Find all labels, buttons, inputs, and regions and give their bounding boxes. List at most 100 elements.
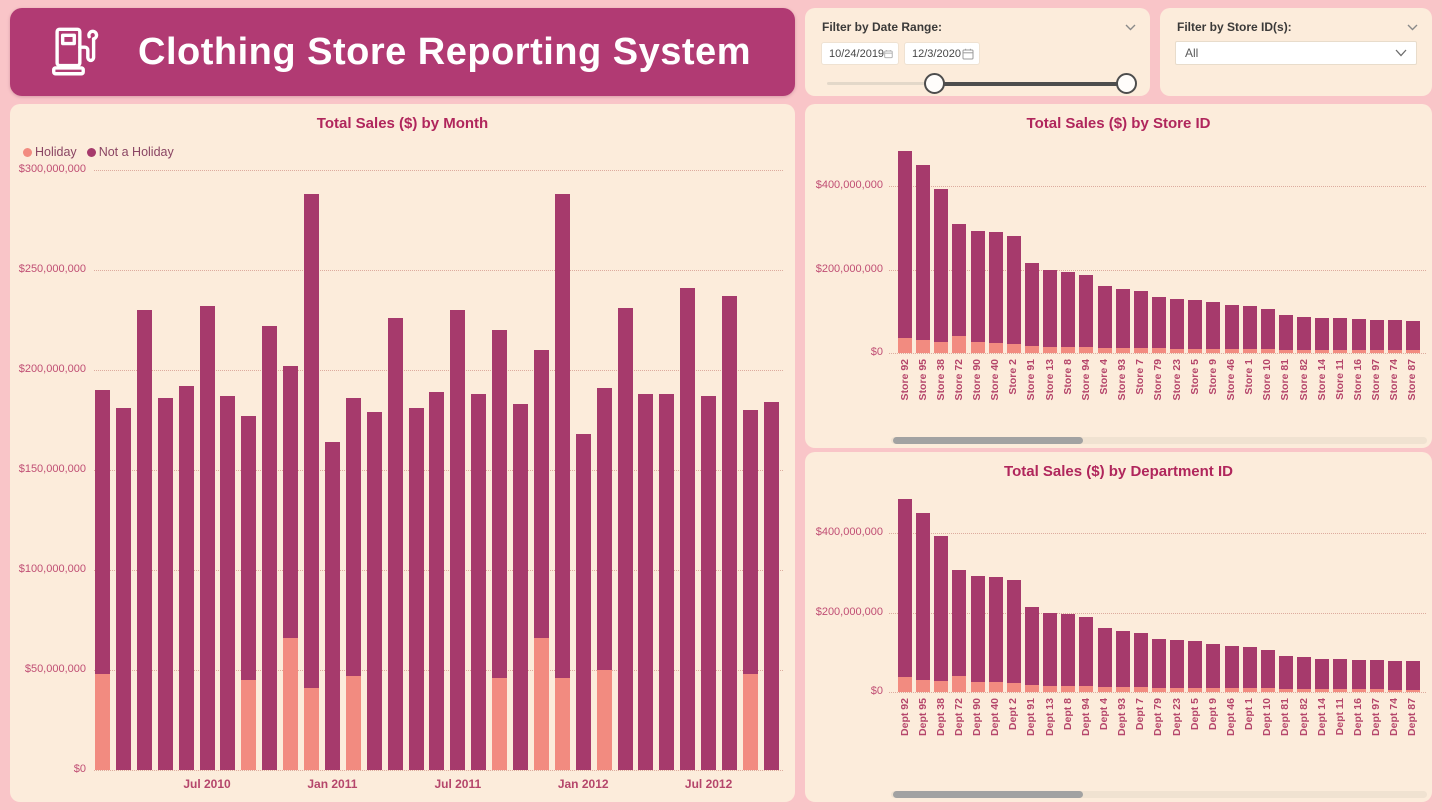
bar-store-82[interactable]: [1297, 316, 1312, 353]
bar-dept-14[interactable]: [1315, 658, 1330, 692]
bar-store-40[interactable]: [988, 231, 1003, 353]
holiday-segment[interactable]: [916, 340, 931, 353]
holiday-segment[interactable]: [95, 674, 110, 770]
bar-nov-2011[interactable]: [533, 350, 549, 770]
bar-jan-2012[interactable]: [575, 434, 591, 770]
bar-sep-2010[interactable]: [241, 416, 257, 770]
bar-aug-2012[interactable]: [722, 296, 737, 770]
bar-store-81[interactable]: [1278, 315, 1293, 353]
holiday-segment[interactable]: [1387, 350, 1402, 353]
slider-track[interactable]: [827, 82, 937, 85]
holiday-segment[interactable]: [1297, 688, 1312, 692]
holiday-segment[interactable]: [1061, 346, 1076, 353]
bar-may-2011[interactable]: [408, 408, 424, 770]
bar-dept-94[interactable]: [1079, 617, 1094, 692]
bar-dept-46[interactable]: [1224, 645, 1239, 692]
holiday-segment[interactable]: [898, 677, 912, 692]
holiday-segment[interactable]: [898, 337, 912, 353]
bar-dec-2011[interactable]: [554, 194, 570, 770]
bar-store-8[interactable]: [1061, 271, 1076, 353]
x-scrollbar-thumb[interactable]: [893, 437, 1083, 444]
holiday-segment[interactable]: [1043, 686, 1058, 692]
holiday-segment[interactable]: [1061, 686, 1076, 692]
holiday-segment[interactable]: [742, 674, 758, 770]
holiday-segment[interactable]: [1006, 683, 1021, 692]
bar-mar-2010[interactable]: [115, 408, 131, 770]
holiday-segment[interactable]: [1133, 687, 1148, 692]
holiday-segment[interactable]: [1405, 350, 1420, 353]
x-scrollbar[interactable]: [891, 791, 1427, 798]
slider-handle-start[interactable]: [924, 73, 945, 94]
holiday-segment[interactable]: [345, 676, 361, 770]
bar-store-72[interactable]: [952, 224, 967, 353]
bar-dec-2010[interactable]: [304, 194, 319, 770]
bar-store-1[interactable]: [1242, 305, 1257, 353]
bar-apr-2012[interactable]: [638, 394, 654, 770]
bar-dept-90[interactable]: [970, 575, 985, 692]
bar-store-87[interactable]: [1405, 320, 1420, 353]
holiday-segment[interactable]: [596, 670, 612, 770]
start-date-input[interactable]: 10/24/2019: [822, 43, 898, 64]
holiday-segment[interactable]: [1206, 348, 1221, 353]
bar-dept-38[interactable]: [934, 536, 949, 692]
holiday-segment[interactable]: [1115, 347, 1130, 353]
holiday-segment[interactable]: [1188, 348, 1203, 353]
bar-store-93[interactable]: [1115, 289, 1130, 353]
bar-dept-9[interactable]: [1206, 643, 1221, 692]
bar-aug-2010[interactable]: [220, 396, 236, 770]
bar-dept-91[interactable]: [1024, 606, 1039, 692]
holiday-segment[interactable]: [1170, 348, 1185, 353]
holiday-segment[interactable]: [533, 638, 549, 770]
bar-dept-95[interactable]: [916, 513, 931, 692]
bar-may-2010[interactable]: [157, 398, 173, 770]
holiday-segment[interactable]: [1206, 688, 1221, 692]
holiday-segment[interactable]: [1115, 687, 1130, 692]
bar-dept-1[interactable]: [1242, 647, 1257, 692]
holiday-segment[interactable]: [1024, 685, 1039, 692]
holiday-segment[interactable]: [1242, 688, 1257, 692]
bar-jul-2012[interactable]: [701, 396, 717, 770]
holiday-segment[interactable]: [1405, 689, 1420, 692]
holiday-segment[interactable]: [1097, 347, 1112, 353]
bar-dept-2[interactable]: [1006, 580, 1021, 692]
holiday-segment[interactable]: [1097, 686, 1112, 692]
bar-dept-10[interactable]: [1260, 649, 1275, 692]
bar-store-90[interactable]: [970, 231, 985, 353]
legend-item-not-a-holiday[interactable]: Not a Holiday: [86, 145, 174, 159]
holiday-segment[interactable]: [970, 681, 985, 692]
bar-store-94[interactable]: [1079, 274, 1094, 353]
holiday-segment[interactable]: [1333, 350, 1348, 353]
slider-active-range[interactable]: [935, 81, 1127, 86]
slider-handle-end[interactable]: [1116, 73, 1137, 94]
bar-apr-2011[interactable]: [387, 318, 403, 770]
bar-store-14[interactable]: [1315, 317, 1330, 353]
bar-store-92[interactable]: [898, 150, 912, 353]
holiday-segment[interactable]: [1351, 350, 1366, 353]
collapse-chevron-icon[interactable]: [1407, 24, 1418, 31]
bar-nov-2010[interactable]: [283, 366, 299, 770]
holiday-segment[interactable]: [492, 678, 508, 770]
holiday-segment[interactable]: [952, 675, 967, 692]
bar-mar-2012[interactable]: [617, 308, 633, 770]
holiday-segment[interactable]: [1278, 688, 1293, 692]
bar-dept-40[interactable]: [988, 576, 1003, 692]
holiday-segment[interactable]: [934, 681, 949, 692]
bar-store-16[interactable]: [1351, 319, 1366, 353]
bar-dept-23[interactable]: [1170, 640, 1185, 692]
bar-dept-4[interactable]: [1097, 628, 1112, 692]
bar-dept-79[interactable]: [1151, 638, 1166, 692]
holiday-segment[interactable]: [1351, 689, 1366, 692]
bar-oct-2010[interactable]: [262, 326, 278, 770]
holiday-segment[interactable]: [304, 688, 319, 770]
holiday-segment[interactable]: [1079, 347, 1094, 353]
bar-jan-2011[interactable]: [324, 442, 340, 770]
holiday-segment[interactable]: [1242, 349, 1257, 353]
bar-dept-87[interactable]: [1405, 661, 1420, 692]
bar-oct-2011[interactable]: [513, 404, 528, 770]
bar-jul-2011[interactable]: [450, 310, 466, 770]
holiday-segment[interactable]: [1387, 689, 1402, 692]
holiday-segment[interactable]: [1043, 346, 1058, 353]
holiday-segment[interactable]: [1133, 347, 1148, 353]
bar-sep-2011[interactable]: [492, 330, 508, 770]
bar-may-2012[interactable]: [659, 394, 675, 770]
